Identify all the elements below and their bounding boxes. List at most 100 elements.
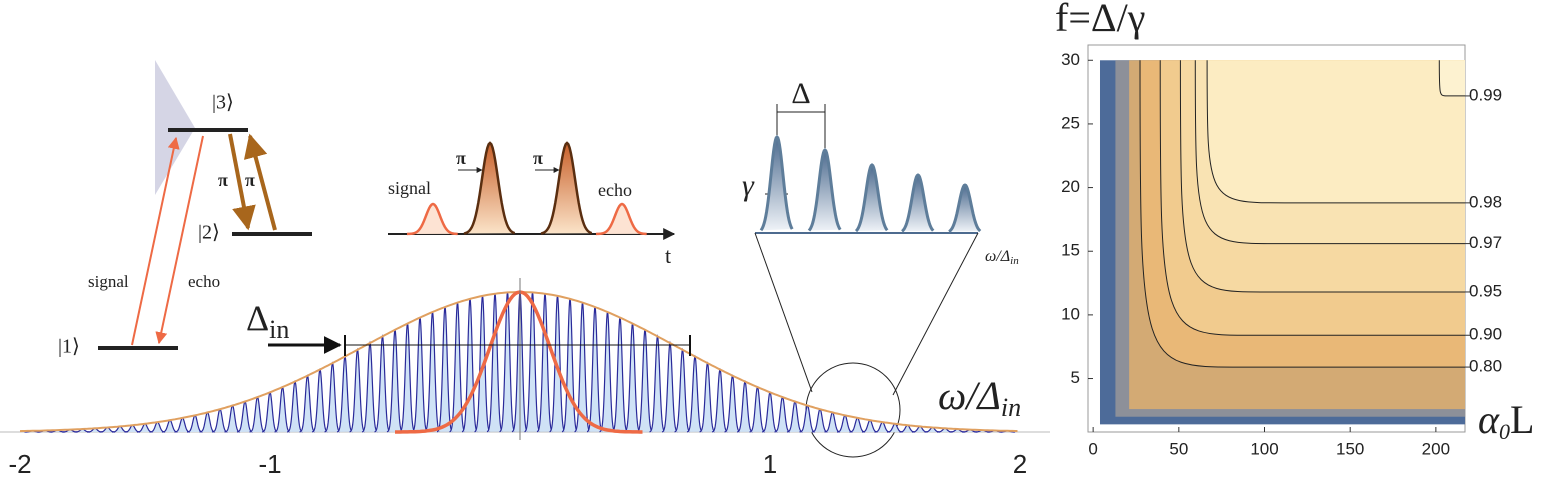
comb-tooth <box>674 347 691 433</box>
x-tick-label: 100 <box>1250 439 1278 458</box>
x-tick-label: 200 <box>1422 439 1450 458</box>
y-tick-label: 10 <box>1061 304 1080 323</box>
level-diagram: |3⟩ |2⟩ |1⟩ signal echo π π <box>58 60 312 358</box>
pulse-label: π <box>456 148 466 168</box>
x-tick-label: 2 <box>1013 449 1027 478</box>
inset-axis-label: ω/Δin <box>985 248 1019 267</box>
comb-tooth <box>724 374 741 433</box>
signal-label: signal <box>88 272 129 291</box>
label-main: Δ <box>246 298 269 338</box>
pulse-label: π <box>533 148 543 168</box>
comb-tooth <box>574 302 591 433</box>
comb-tooth <box>586 306 603 433</box>
pulse <box>406 202 458 236</box>
comb-tooth <box>786 400 803 433</box>
inset-peak <box>948 183 982 233</box>
comb-tooth <box>374 334 391 433</box>
label-sub: in <box>1010 255 1019 267</box>
comb-tooth <box>711 367 728 433</box>
pulse <box>595 202 647 236</box>
comb-tooth <box>211 408 228 433</box>
level-label: 0.80 <box>1469 357 1502 376</box>
state-label: |2⟩ <box>198 222 220 244</box>
label-sub: in <box>1001 393 1021 422</box>
level-label: 0.95 <box>1469 281 1502 300</box>
inset-peak <box>901 173 935 233</box>
comb-tooth <box>262 391 278 433</box>
contour-line <box>1194 60 1465 245</box>
spacing-label: Δ <box>791 77 810 110</box>
label-sub: 0 <box>1499 419 1510 444</box>
comb-tooth <box>411 317 428 433</box>
comb-tooth <box>811 408 828 433</box>
zoom-line <box>754 232 813 393</box>
comb-tooth <box>536 293 553 433</box>
y-tick-label: 30 <box>1061 50 1080 69</box>
comb-tooth <box>361 340 378 433</box>
comb-tooth <box>611 317 628 433</box>
contour-line <box>1438 60 1465 97</box>
inset-peak <box>807 148 842 232</box>
echo-label: echo <box>188 272 220 291</box>
level-label: 0.99 <box>1469 85 1502 104</box>
comb-tooth <box>349 347 366 433</box>
comb-tooth <box>174 417 191 433</box>
pulse <box>540 141 593 235</box>
pulse-label: echo <box>598 180 632 200</box>
comb-tooth <box>699 361 716 433</box>
contour-line <box>1206 60 1465 204</box>
x-tick-label: -1 <box>258 449 281 478</box>
pi-label: π <box>245 170 255 190</box>
contour-fill <box>1439 60 1465 96</box>
x-tick-label: 1 <box>763 449 777 478</box>
signal-spectrum <box>395 290 643 434</box>
comb-tooth <box>274 385 291 433</box>
y-tick-label: 25 <box>1061 113 1080 132</box>
axis-label: ω/Δin <box>938 373 1021 422</box>
comb-tooth <box>649 334 666 433</box>
comb-tooth <box>762 391 778 433</box>
contour-line <box>1179 60 1465 293</box>
signal-arrow <box>131 136 180 346</box>
label-main: ω/Δ <box>938 373 1001 418</box>
width-label: γ <box>742 169 755 202</box>
comb-tooth <box>449 302 466 433</box>
x-tick-label: 150 <box>1336 439 1364 458</box>
echo-arrow <box>155 135 204 345</box>
state-label: |3⟩ <box>212 92 234 114</box>
spectrum: Δin ω/Δin -2 -1 1 2 <box>0 278 1050 478</box>
comb-tooth <box>599 311 616 433</box>
comb-tooth <box>287 380 303 433</box>
chart-title: f=Δ/γ <box>1055 0 1145 40</box>
contour-line <box>1139 60 1465 368</box>
level-label: 0.90 <box>1469 325 1502 344</box>
comb-tooth <box>311 367 328 433</box>
comb-tooth <box>661 340 678 433</box>
comb-tooth <box>399 323 416 433</box>
contour-chart: f=Δ/γ α0L 0.800.900.950.970.980.990 50 100… <box>1055 0 1534 458</box>
comb-tooth <box>461 298 478 433</box>
label-sub: in <box>269 315 289 344</box>
comb-tooth <box>299 374 316 433</box>
label-main: α <box>1478 397 1500 442</box>
label-tail: L <box>1510 397 1534 442</box>
y-tick-label: 15 <box>1061 241 1080 260</box>
comb-spacing-label: Δin <box>246 298 289 344</box>
comb-tooth <box>824 411 841 433</box>
comb-tooth <box>524 292 541 433</box>
level-label: 0.98 <box>1469 192 1502 211</box>
comb-tooth <box>324 361 341 433</box>
inset-peak <box>854 163 889 233</box>
x-tick-label: 50 <box>1169 439 1188 458</box>
comb-tooth <box>236 400 253 433</box>
comb-tooth <box>224 404 241 433</box>
y-tick-label: 20 <box>1061 177 1080 196</box>
pulse <box>463 141 516 235</box>
inset-peak <box>759 134 794 232</box>
zoom-line <box>892 232 979 396</box>
comb-tooth <box>486 293 503 433</box>
comb-tooth <box>199 411 216 433</box>
inset: Δ γ ω/Δin <box>742 77 1019 458</box>
